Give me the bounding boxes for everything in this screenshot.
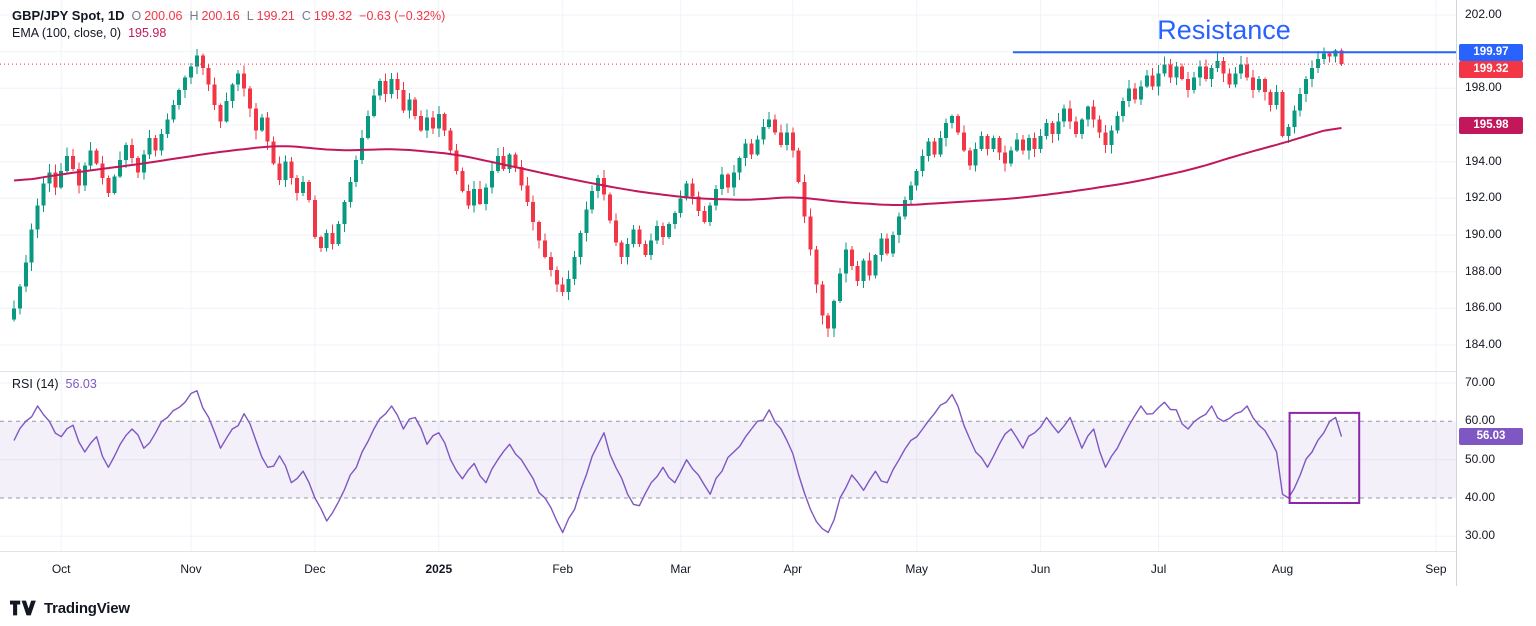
price-badge: 199.97 xyxy=(1459,44,1523,61)
rsi-pane[interactable] xyxy=(0,372,1456,552)
axis-tick-label: 188.00 xyxy=(1465,264,1502,278)
ohlc-value: 200.16 xyxy=(201,9,240,23)
axis-tick-label: 186.00 xyxy=(1465,300,1502,314)
rsi-highlight-box[interactable] xyxy=(1288,411,1361,504)
axis-tick-label: 40.00 xyxy=(1465,490,1496,504)
time-tick-label: Jun xyxy=(1030,562,1051,576)
axis-tick-label: 30.00 xyxy=(1465,528,1496,542)
time-tick-label: Aug xyxy=(1271,562,1294,576)
rsi-legend-title[interactable]: RSI (14) xyxy=(12,377,59,391)
time-tick-label: Jul xyxy=(1150,562,1167,576)
symbol-legend[interactable]: GBP/JPY Spot, 1D O 200.06 H 200.16 L 199.21 C 1… xyxy=(12,8,445,44)
price-badge: 195.98 xyxy=(1459,117,1523,134)
ohlc-key: C xyxy=(301,9,311,23)
ohlc-value: 199.32 xyxy=(313,9,353,23)
rsi-band xyxy=(0,421,1456,498)
axis-tick-label: 60.00 xyxy=(1465,413,1496,427)
axis-tick-label: 50.00 xyxy=(1465,452,1496,466)
ema-legend-value: 195.98 xyxy=(128,26,167,40)
ohlc-key: O xyxy=(131,9,142,23)
price-axis[interactable]: 202.00 198.00 194.00 192.00 190.00 188.00 186.… xyxy=(1456,0,1536,586)
ohlc-key: H xyxy=(189,9,199,23)
rsi-legend[interactable]: RSI (14) 56.03 xyxy=(12,377,97,395)
rsi-badge: 56.03 xyxy=(1459,428,1523,445)
time-axis-divider xyxy=(0,551,1536,552)
time-tick-label: Apr xyxy=(783,562,803,576)
footer: TradingView xyxy=(10,595,130,621)
rsi-legend-value: 56.03 xyxy=(65,377,97,391)
symbol-title[interactable]: GBP/JPY Spot, 1D xyxy=(12,8,125,23)
rsi-grid xyxy=(0,372,1456,552)
tradingview-wordmark[interactable]: TradingView xyxy=(44,599,130,617)
time-tick-label: Nov xyxy=(180,562,202,576)
time-tick-label: Oct xyxy=(51,562,71,576)
time-tick-label: Feb xyxy=(552,562,574,576)
price-pane[interactable]: Resistance xyxy=(0,0,1456,372)
time-tick-label: Dec xyxy=(304,562,326,576)
candlestick-series xyxy=(12,47,1344,337)
axis-tick-label: 198.00 xyxy=(1465,80,1502,94)
time-tick-label: May xyxy=(905,562,929,576)
rsi-chart-svg[interactable] xyxy=(0,372,1456,552)
ohlc-value: 199.21 xyxy=(256,9,295,23)
time-tick-label: Mar xyxy=(670,562,692,576)
axis-tick-label: 194.00 xyxy=(1465,154,1502,168)
pane-divider[interactable] xyxy=(0,371,1536,372)
ohlc-key: L xyxy=(246,9,254,23)
ohlc-values: O 200.06 H 200.16 L 199.21 C 199.32 xyxy=(131,9,352,27)
axis-tick-label: 192.00 xyxy=(1465,190,1502,204)
change-value: −0.63 (−0.32%) xyxy=(359,9,446,23)
time-tick-label: 2025 xyxy=(425,562,453,576)
time-axis[interactable]: Oct Nov Dec 2025 Feb Mar Apr May Jun Jul Aug Sep xyxy=(0,552,1456,586)
axis-tick-label: 184.00 xyxy=(1465,337,1502,351)
resistance-label: Resistance xyxy=(1157,15,1291,45)
axis-tick-label: 190.00 xyxy=(1465,227,1502,241)
axis-tick-label: 70.00 xyxy=(1465,375,1496,389)
time-tick-label: Sep xyxy=(1425,562,1447,576)
ema-legend-title[interactable]: EMA (100, close, 0) xyxy=(12,26,122,40)
ema-line xyxy=(13,127,1342,206)
ohlc-value: 200.06 xyxy=(144,9,183,23)
axis-tick-label: 202.00 xyxy=(1465,7,1502,21)
tradingview-logo-icon[interactable] xyxy=(10,600,36,616)
price-chart-svg[interactable]: Resistance xyxy=(0,0,1456,372)
rsi-line xyxy=(13,390,1343,534)
price-badge: 199.32 xyxy=(1459,61,1523,78)
